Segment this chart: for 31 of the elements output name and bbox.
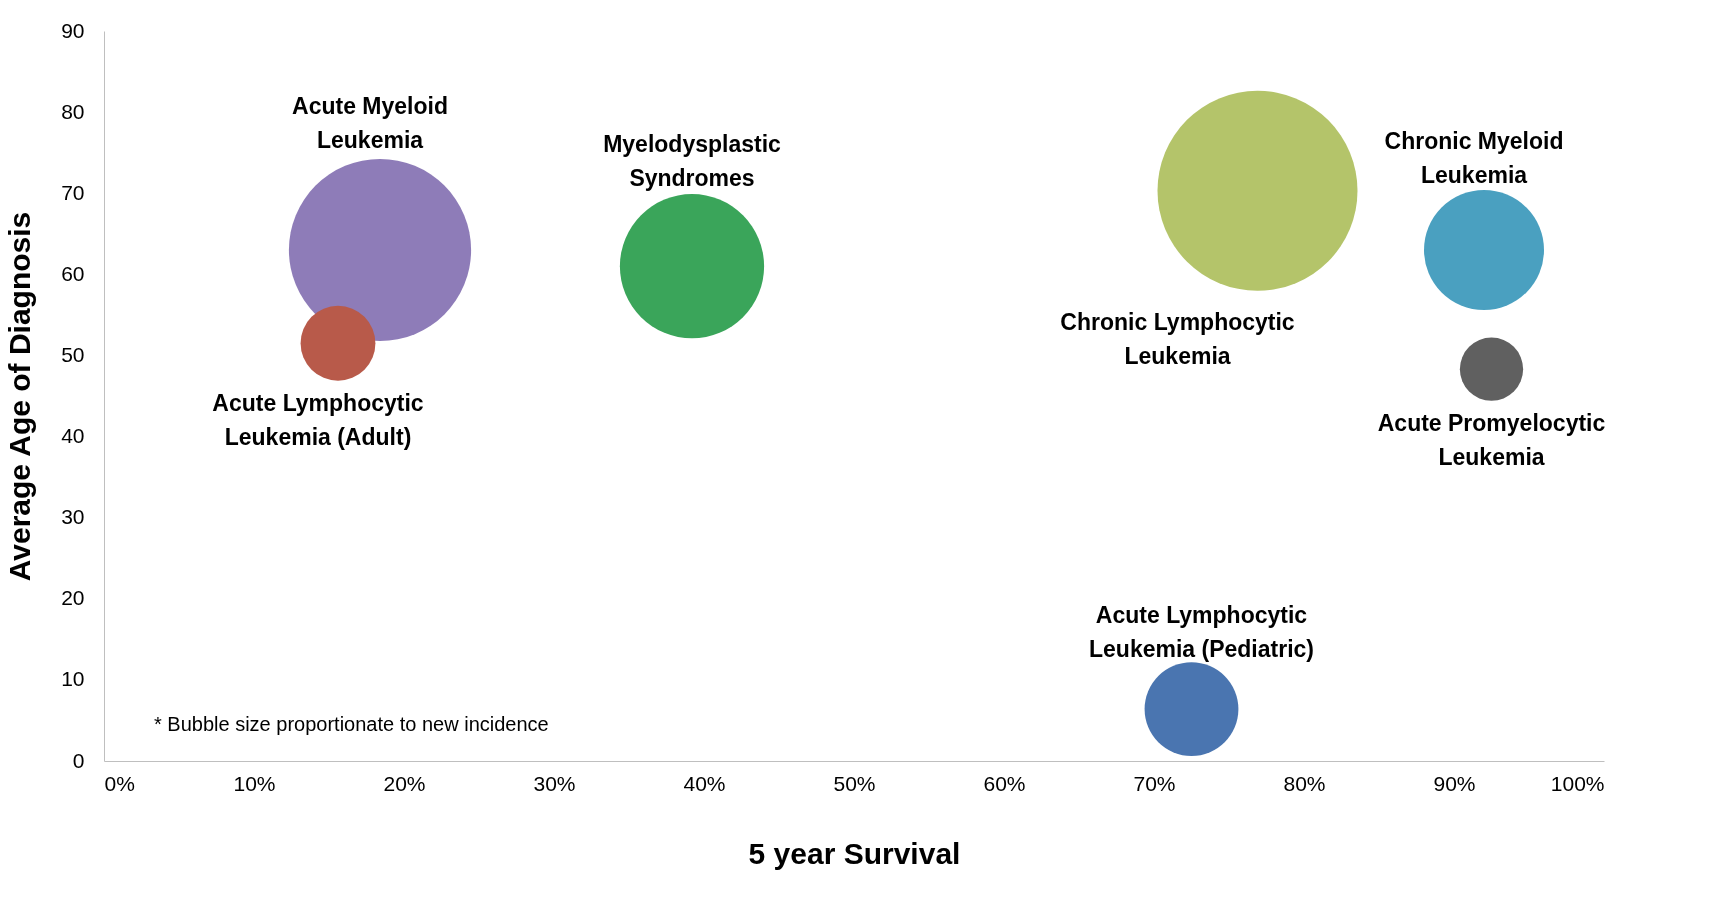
x-axis-title: 5 year Survival: [748, 836, 961, 870]
y-tick-label: 20: [61, 586, 85, 610]
x-tick-label: 90%: [1433, 771, 1476, 795]
x-tick-label: 100%: [1550, 771, 1605, 795]
x-tick-label: 20%: [383, 771, 426, 795]
x-tick-label: 60%: [983, 771, 1026, 795]
y-tick-label: 50: [61, 342, 85, 366]
series-label: Acute Myeloid Leukemia: [292, 93, 448, 154]
series-label: Acute Promyelocytic Leukemia: [1377, 409, 1606, 470]
x-tick-label: 30%: [533, 771, 576, 795]
annotation: * Bubble size proportionate to new incidence: [154, 713, 549, 735]
y-tick-label: 80: [61, 99, 85, 123]
x-tick-label: 40%: [683, 771, 726, 795]
x-tick-label: 70%: [1133, 771, 1176, 795]
series-label: Myelodysplastic Syndromes: [603, 130, 782, 191]
y-tick-label: 40: [61, 424, 85, 448]
y-tick-label: 60: [61, 261, 85, 285]
x-tick-label: 10%: [233, 771, 276, 795]
y-tick-label: 0: [72, 748, 85, 772]
x-tick-label: 50%: [833, 771, 876, 795]
series-label: Acute Lymphocytic Leukemia (Pediatric): [1089, 602, 1314, 663]
y-tick-label: 10: [61, 667, 85, 691]
y-axis-title: Average Age of Diagnosis: [3, 211, 37, 582]
x-tick-label: 0%: [104, 771, 135, 795]
y-tick-label: 70: [61, 180, 85, 204]
y-tick-label: 30: [61, 505, 85, 529]
series-label: Chronic Lymphocytic Leukemia: [1060, 308, 1295, 369]
y-tick-label: 90: [61, 18, 85, 42]
series-label: Acute Lymphocytic Leukemia (Adult): [212, 390, 424, 451]
series-label: Chronic Myeloid Leukemia: [1384, 128, 1564, 189]
x-tick-label: 80%: [1283, 771, 1326, 795]
